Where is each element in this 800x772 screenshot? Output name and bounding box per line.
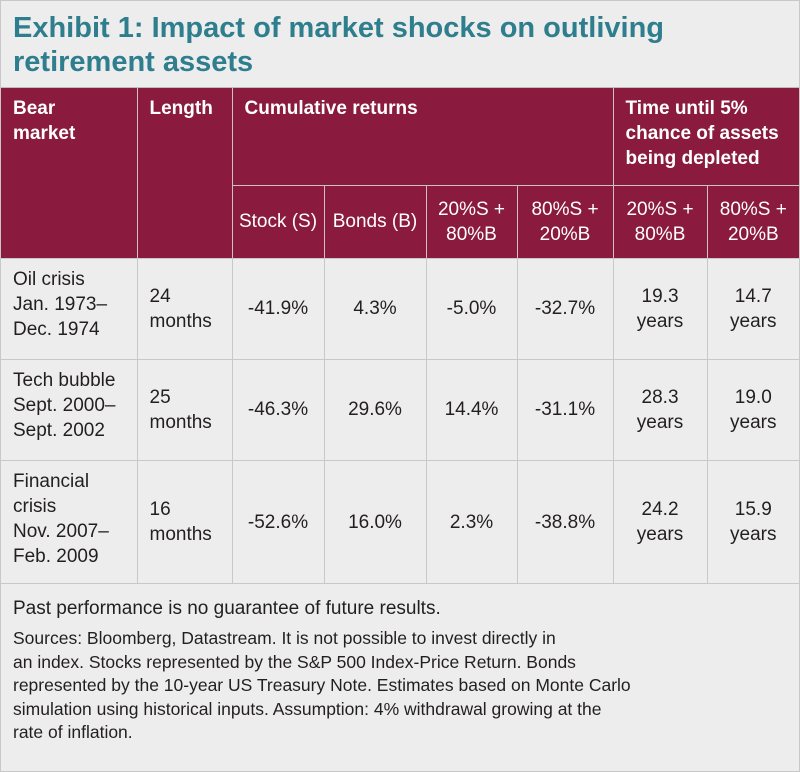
bonds-return-cell: 4.3% [324,257,427,359]
length-cell: 24 months [137,257,233,359]
subheader-mix-20-80: 20%S + 80%B [426,184,518,258]
performance-disclaimer: Past performance is no guarantee of futu… [13,598,441,619]
bear-market-cell: Tech bubble Sept. 2000– Sept. 2002 [1,358,138,460]
title-divider [1,87,799,88]
bonds-return-cell: 16.0% [324,459,427,584]
subheader-bonds: Bonds (B) [324,184,427,258]
header-time-until-depleted: Time until 5% chance of assets being dep… [613,88,800,185]
subheader-time-80-20: 80%S + 20%B [707,184,800,258]
table-row: Oil crisis Jan. 1973– Dec. 1974 24 month… [1,257,800,359]
time-20-80-cell: 24.2 years [613,459,708,584]
stock-return-cell: -52.6% [232,459,325,584]
time-20-80-cell: 19.3 years [613,257,708,359]
mix-80-20-return-cell: -38.8% [517,459,614,584]
mix-20-80-return-cell: -5.0% [426,257,518,359]
mix-80-20-return-cell: -32.7% [517,257,614,359]
table-row: Tech bubble Sept. 2000– Sept. 2002 25 mo… [1,358,800,460]
time-80-20-cell: 15.9 years [707,459,800,584]
header-row: Bear market Length Cumulative returns Ti… [1,88,800,258]
subheader-time-20-80: 20%S + 80%B [613,184,708,258]
exhibit-title: Exhibit 1: Impact of market shocks on ou… [1,1,799,85]
length-cell: 25 months [137,358,233,460]
header-cumulative-returns: Cumulative returns [232,88,614,185]
stock-return-cell: -46.3% [232,358,325,460]
title-line: retirement assets [13,46,254,78]
title-line: Exhibit 1: Impact of market shocks on ou… [13,12,664,44]
bear-market-cell: Oil crisis Jan. 1973– Dec. 1974 [1,257,138,359]
sources-note: Sources: Bloomberg, Datastream. It is no… [13,628,631,742]
bonds-return-cell: 29.6% [324,358,427,460]
market-shock-table: Bear market Length Cumulative returns Ti… [1,88,800,584]
mix-20-80-return-cell: 2.3% [426,459,518,584]
time-80-20-cell: 14.7 years [707,257,800,359]
subheader-stock: Stock (S) [232,184,325,258]
subheader-mix-80-20: 80%S + 20%B [517,184,614,258]
mix-80-20-return-cell: -31.1% [517,358,614,460]
subheader-row: Stock (S) Bonds (B) 20%S + 80%B 80%S + 2… [1,184,800,258]
header-length: Length [137,88,233,258]
bear-market-cell: Financial crisis Nov. 2007– Feb. 2009 [1,459,138,584]
length-cell: 16 months [137,459,233,584]
stock-return-cell: -41.9% [232,257,325,359]
time-20-80-cell: 28.3 years [613,358,708,460]
mix-20-80-return-cell: 14.4% [426,358,518,460]
table-row: Financial crisis Nov. 2007– Feb. 2009 16… [1,459,800,584]
header-bear-market: Bear market [1,88,138,258]
footnotes: Past performance is no guarantee of futu… [1,583,799,771]
time-80-20-cell: 19.0 years [707,358,800,460]
